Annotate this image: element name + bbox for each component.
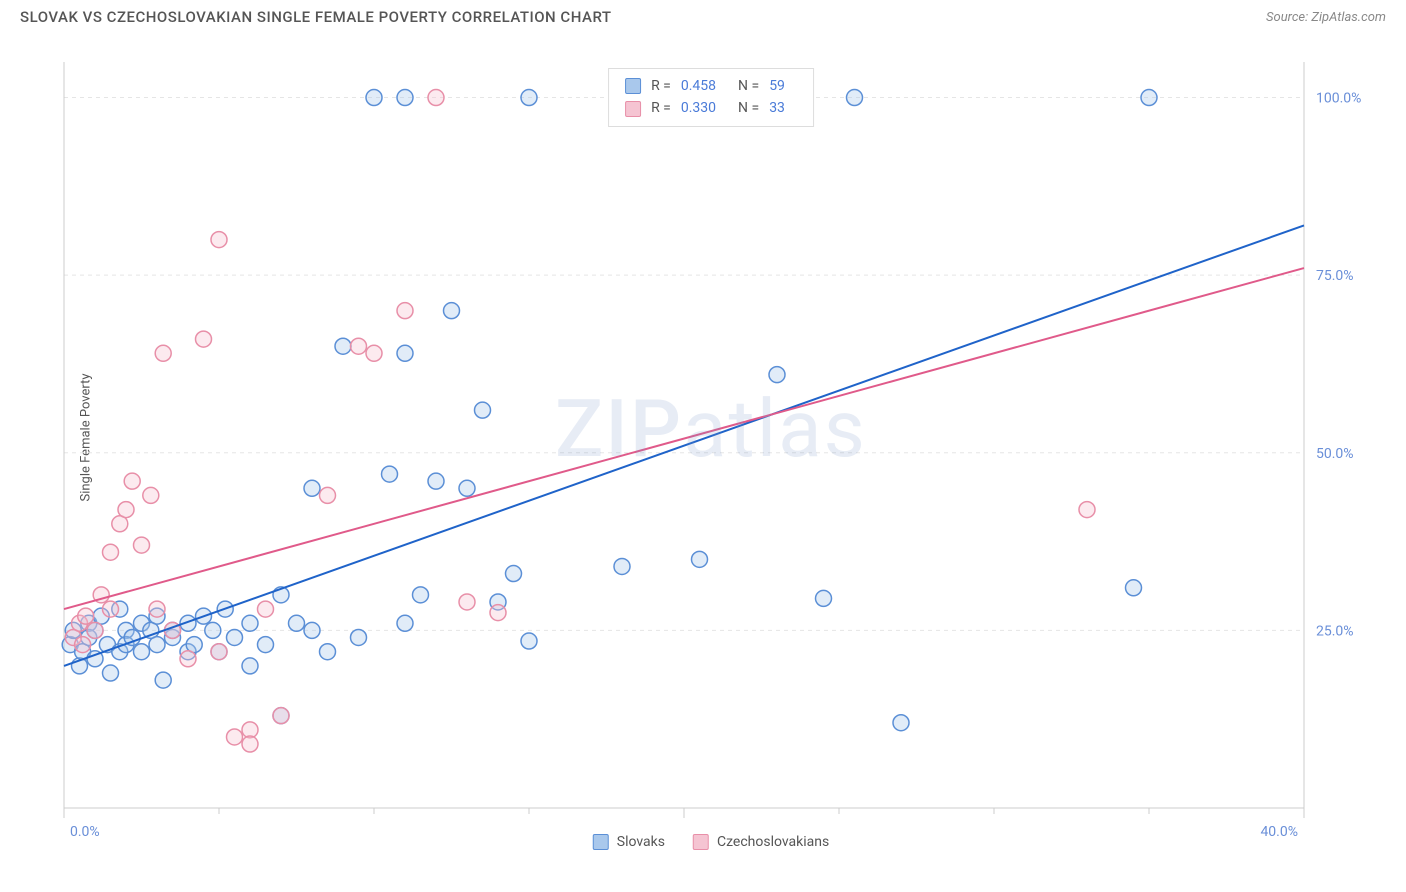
swatch-slovaks: [593, 834, 609, 850]
r-label: R =: [651, 75, 671, 97]
legend-item-czech: Czechoslovakians: [693, 834, 829, 850]
chart-container: Single Female Poverty 25.0%50.0%75.0%100…: [40, 40, 1380, 850]
n-label: N =: [738, 97, 759, 119]
stats-legend-box: R = 0.458 N = 59 R = 0.330 N = 33: [608, 68, 814, 127]
svg-text:100.0%: 100.0%: [1316, 91, 1361, 107]
n-label: N =: [738, 75, 759, 97]
source-label: Source: ZipAtlas.com: [1266, 10, 1386, 25]
r-value-czech: 0.330: [681, 97, 716, 119]
stats-row-czech: R = 0.330 N = 33: [625, 97, 797, 119]
svg-text:40.0%: 40.0%: [1260, 824, 1298, 840]
r-value-slovaks: 0.458: [681, 75, 716, 97]
svg-text:0.0%: 0.0%: [70, 824, 100, 840]
legend-item-slovaks: Slovaks: [593, 834, 665, 850]
swatch-slovaks: [625, 78, 641, 94]
chart-svg: 25.0% 50.0% 75.0% 100.0% 0.0% 40.0%: [58, 40, 1364, 850]
plot-area: 25.0%50.0%75.0%100.0%0.0%40.0% ZIPatlas …: [58, 40, 1364, 850]
n-value-slovaks: 59: [769, 75, 785, 97]
r-label: R =: [651, 97, 671, 119]
bottom-legend: Slovaks Czechoslovakians: [593, 834, 830, 850]
chart-title: SLOVAK VS CZECHOSLOVAKIAN SINGLE FEMALE …: [20, 8, 612, 26]
swatch-czech: [625, 101, 641, 117]
legend-label-slovaks: Slovaks: [617, 834, 665, 850]
legend-label-czech: Czechoslovakians: [717, 834, 829, 850]
svg-text:25.0%: 25.0%: [1316, 623, 1354, 639]
svg-text:75.0%: 75.0%: [1316, 268, 1354, 284]
stats-row-slovaks: R = 0.458 N = 59: [625, 75, 797, 97]
n-value-czech: 33: [769, 97, 785, 119]
swatch-czech: [693, 834, 709, 850]
svg-text:50.0%: 50.0%: [1316, 446, 1354, 462]
